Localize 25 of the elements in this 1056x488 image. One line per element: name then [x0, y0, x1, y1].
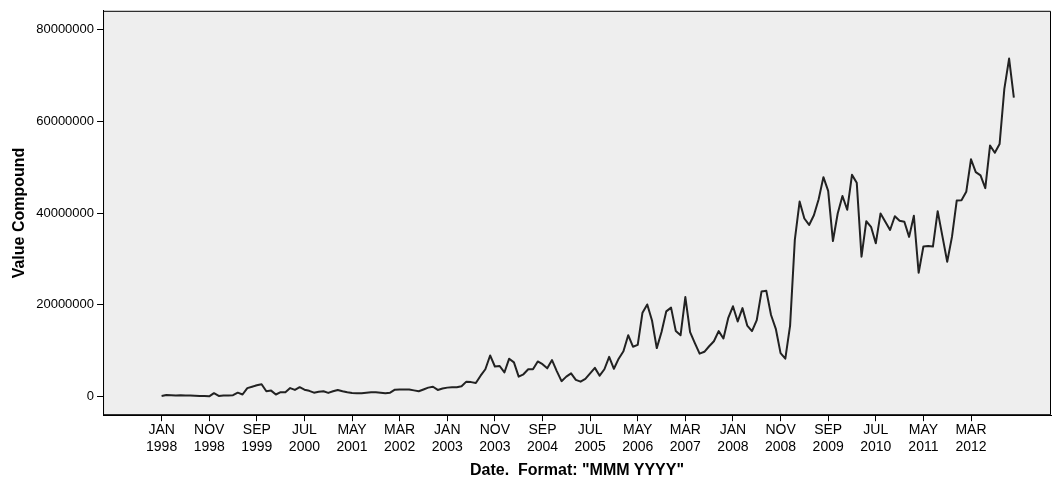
- x-tick-label: JAN 2008: [717, 421, 749, 455]
- y-tick-label: 80000000: [36, 20, 95, 36]
- x-tick-label: SEP 2009: [812, 421, 844, 455]
- x-tick-label: JUL 2010: [860, 421, 892, 455]
- x-tick-label: MAY 2011: [908, 421, 939, 455]
- x-tick-label: NOV 1998: [193, 421, 226, 455]
- x-tick-label: MAR 2002: [384, 421, 416, 455]
- x-tick-label: NOV 2003: [479, 421, 511, 455]
- x-tick-label: MAY 2006: [622, 421, 654, 455]
- y-tick-label: 40000000: [36, 204, 95, 220]
- x-tick-label: JUL 2005: [574, 421, 606, 455]
- y-tick-label: 60000000: [36, 112, 95, 128]
- x-tick-label: SEP 2004: [526, 421, 559, 455]
- y-tick-label: 20000000: [36, 296, 95, 312]
- x-tick-label: MAY 2001: [336, 421, 368, 455]
- x-tick-label: NOV 2008: [764, 421, 797, 455]
- x-tick-label: SEP 1999: [241, 421, 273, 455]
- x-tick-label: MAR 2007: [669, 421, 702, 455]
- x-tick-label: MAR 2012: [955, 421, 987, 455]
- x-tick-label: JUL 2000: [288, 421, 321, 455]
- y-tick-label: 0: [86, 388, 95, 404]
- x-axis-title: Date. Format: "MMM YYYY": [470, 460, 685, 478]
- y-axis-title: Value Compound: [10, 147, 28, 279]
- x-tick-label: JAN 1998: [146, 421, 178, 455]
- x-tick-label: JAN 2003: [431, 421, 464, 455]
